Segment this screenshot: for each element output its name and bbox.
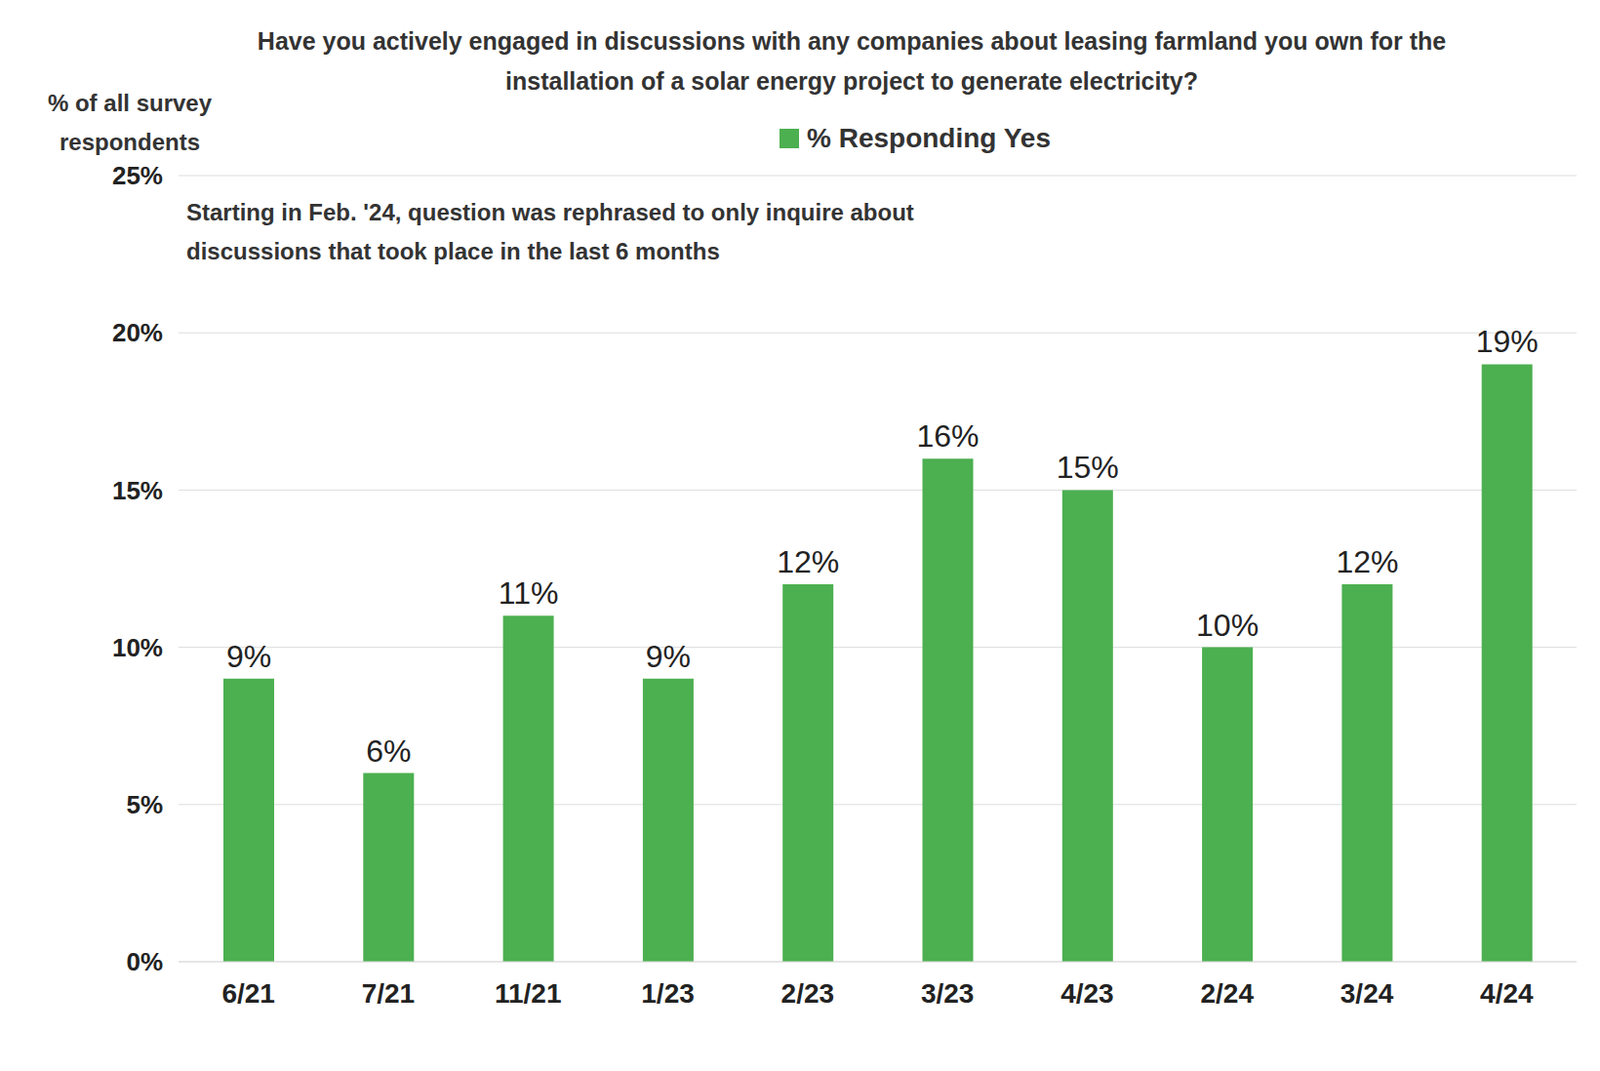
- svg-text:12%: 12%: [1335, 544, 1399, 580]
- svg-text:6%: 6%: [365, 733, 411, 769]
- svg-text:2/24: 2/24: [1200, 978, 1255, 1009]
- html-text:Have you actively engaged in d: Have you actively engaged in discussions…: [257, 27, 1447, 95]
- svg-text:9%: 9%: [645, 639, 691, 675]
- svg-text:11%: 11%: [498, 575, 560, 611]
- svg-text:2/23: 2/23: [781, 978, 836, 1009]
- svg-text:9%: 9%: [226, 639, 272, 675]
- svg-text:15%: 15%: [112, 476, 163, 506]
- svg-text:5%: 5%: [125, 790, 163, 820]
- svg-text:6/21: 6/21: [221, 978, 276, 1009]
- svg-text:4/24: 4/24: [1480, 978, 1534, 1009]
- svg-text:15%: 15%: [1056, 449, 1120, 485]
- html-text:% of all survey respondents: % of all survey respondents: [47, 89, 212, 156]
- svg-text:20%: 20%: [112, 318, 163, 348]
- html-text:Starting in Feb. '24, question: Starting in Feb. '24, question was rephr…: [186, 199, 914, 265]
- svg-text:7/21: 7/21: [361, 978, 416, 1009]
- svg-text:0%: 0%: [125, 947, 163, 977]
- html-text:% Responding Yes: % Responding Yes: [806, 122, 1051, 154]
- svg-text:11/21: 11/21: [494, 978, 562, 1009]
- svg-text:19%: 19%: [1476, 323, 1539, 360]
- svg-text:25%: 25%: [112, 160, 163, 191]
- svg-text:16%: 16%: [916, 418, 979, 454]
- svg-text:3/24: 3/24: [1340, 978, 1395, 1009]
- svg-text:1/23: 1/23: [640, 978, 695, 1009]
- svg-text:10%: 10%: [1196, 607, 1259, 643]
- svg-text:3/23: 3/23: [920, 978, 975, 1009]
- svg-text:12%: 12%: [776, 544, 840, 580]
- svg-text:4/23: 4/23: [1060, 978, 1115, 1009]
- svg-text:10%: 10%: [112, 633, 163, 663]
